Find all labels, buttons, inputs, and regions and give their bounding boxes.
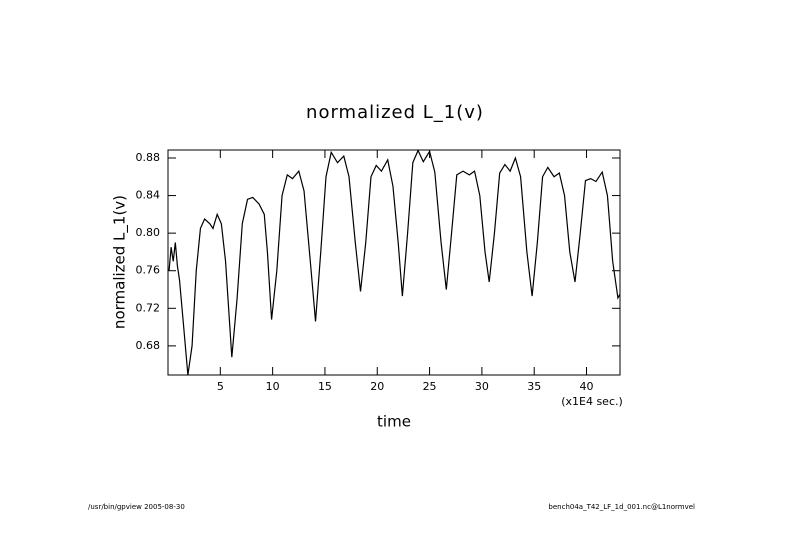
footer-right: bench04a_T42_LF_1d_001.nc@L1normvel [548,503,695,511]
footer-left: /usr/bin/gpview 2005-08-30 [88,503,185,511]
x-tick-label: 5 [217,380,224,393]
y-tick-label: 0.68 [136,339,161,352]
x-tick-label: 35 [527,380,541,393]
y-tick-label: 0.84 [136,189,161,202]
y-tick-label: 0.88 [136,151,161,164]
plot-frame [167,149,621,376]
chart-title: normalized L_1(v) [306,102,484,123]
axis-annotation: (x1E4 sec.) [561,395,623,408]
x-tick-label: 30 [475,380,489,393]
x-tick-label: 10 [266,380,280,393]
data-line [168,148,621,376]
x-tick-label: 25 [423,380,437,393]
x-tick-label: 40 [580,380,594,393]
y-tick-label: 0.76 [136,264,161,277]
x-tick-label: 20 [370,380,384,393]
x-axis-label: time [377,413,411,431]
y-tick-label: 0.80 [136,226,161,239]
x-tick-label: 15 [318,380,332,393]
y-axis-label: normalized L_1(v) [111,195,130,329]
y-tick-label: 0.72 [136,301,161,314]
